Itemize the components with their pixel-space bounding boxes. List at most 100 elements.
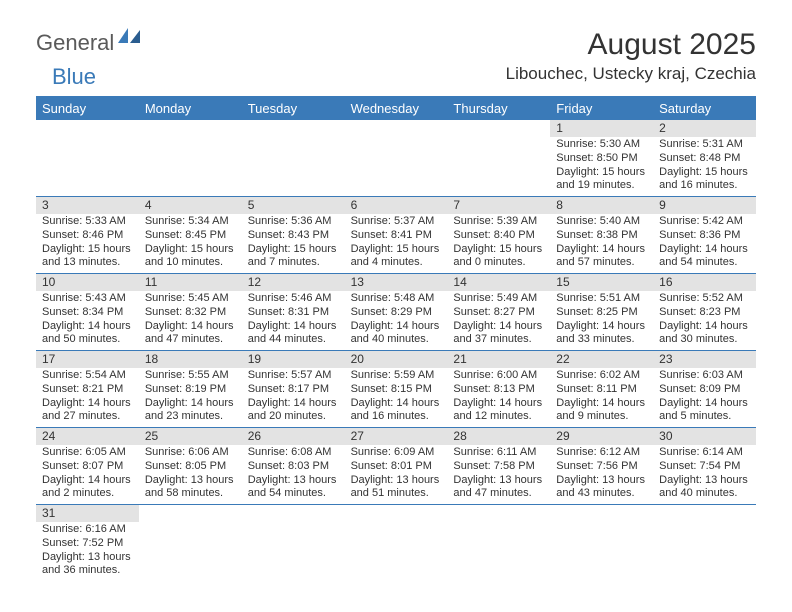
- month-title: August 2025: [506, 28, 756, 62]
- day-sunset: Sunset: 8:46 PM: [42, 229, 133, 243]
- week-row: 17Sunrise: 5:54 AMSunset: 8:21 PMDayligh…: [36, 351, 756, 428]
- day-daylight1: Daylight: 15 hours: [453, 243, 544, 257]
- day-daylight1: Daylight: 14 hours: [659, 320, 750, 334]
- day-number: 3: [36, 197, 139, 214]
- day-cell-4: 4Sunrise: 5:34 AMSunset: 8:45 PMDaylight…: [139, 197, 242, 273]
- day-daylight1: Daylight: 13 hours: [248, 474, 339, 488]
- day-sunrise: Sunrise: 5:59 AM: [351, 369, 442, 383]
- day-info: Sunrise: 6:02 AMSunset: 8:11 PMDaylight:…: [550, 368, 653, 427]
- day-sunrise: Sunrise: 5:34 AM: [145, 215, 236, 229]
- day-daylight2: and 30 minutes.: [659, 333, 750, 347]
- day-info: Sunrise: 5:48 AMSunset: 8:29 PMDaylight:…: [345, 291, 448, 350]
- day-sunset: Sunset: 8:09 PM: [659, 383, 750, 397]
- logo-blue-text: Blue: [52, 64, 96, 90]
- day-sunset: Sunset: 7:58 PM: [453, 460, 544, 474]
- weekday-friday: Friday: [550, 98, 653, 120]
- day-info: Sunrise: 5:46 AMSunset: 8:31 PMDaylight:…: [242, 291, 345, 350]
- day-number: 18: [139, 351, 242, 368]
- day-daylight1: Daylight: 14 hours: [351, 320, 442, 334]
- day-info: Sunrise: 5:52 AMSunset: 8:23 PMDaylight:…: [653, 291, 756, 350]
- day-sunset: Sunset: 8:38 PM: [556, 229, 647, 243]
- day-cell-18: 18Sunrise: 5:55 AMSunset: 8:19 PMDayligh…: [139, 351, 242, 427]
- day-daylight2: and 23 minutes.: [145, 410, 236, 424]
- day-daylight1: Daylight: 13 hours: [453, 474, 544, 488]
- day-daylight1: Daylight: 15 hours: [556, 166, 647, 180]
- day-sunrise: Sunrise: 5:39 AM: [453, 215, 544, 229]
- day-cell-25: 25Sunrise: 6:06 AMSunset: 8:05 PMDayligh…: [139, 428, 242, 504]
- day-cell-27: 27Sunrise: 6:09 AMSunset: 8:01 PMDayligh…: [345, 428, 448, 504]
- day-daylight2: and 36 minutes.: [42, 564, 133, 578]
- weekday-wednesday: Wednesday: [345, 98, 448, 120]
- day-cell-22: 22Sunrise: 6:02 AMSunset: 8:11 PMDayligh…: [550, 351, 653, 427]
- day-sunset: Sunset: 8:21 PM: [42, 383, 133, 397]
- day-cell-7: 7Sunrise: 5:39 AMSunset: 8:40 PMDaylight…: [447, 197, 550, 273]
- day-info: Sunrise: 5:36 AMSunset: 8:43 PMDaylight:…: [242, 214, 345, 273]
- day-number: 14: [447, 274, 550, 291]
- day-number: 5: [242, 197, 345, 214]
- day-sunrise: Sunrise: 6:03 AM: [659, 369, 750, 383]
- day-sunrise: Sunrise: 6:05 AM: [42, 446, 133, 460]
- day-sunrise: Sunrise: 6:09 AM: [351, 446, 442, 460]
- day-daylight2: and 0 minutes.: [453, 256, 544, 270]
- day-daylight1: Daylight: 13 hours: [145, 474, 236, 488]
- day-cell-10: 10Sunrise: 5:43 AMSunset: 8:34 PMDayligh…: [36, 274, 139, 350]
- day-number: 19: [242, 351, 345, 368]
- day-info: Sunrise: 6:16 AMSunset: 7:52 PMDaylight:…: [36, 522, 139, 581]
- weeks-container: 1Sunrise: 5:30 AMSunset: 8:50 PMDaylight…: [36, 120, 756, 581]
- day-info: Sunrise: 6:11 AMSunset: 7:58 PMDaylight:…: [447, 445, 550, 504]
- day-sunrise: Sunrise: 5:30 AM: [556, 138, 647, 152]
- day-sunrise: Sunrise: 5:57 AM: [248, 369, 339, 383]
- day-daylight2: and 40 minutes.: [351, 333, 442, 347]
- day-number: 23: [653, 351, 756, 368]
- day-info: Sunrise: 6:03 AMSunset: 8:09 PMDaylight:…: [653, 368, 756, 427]
- day-number: 12: [242, 274, 345, 291]
- day-daylight2: and 58 minutes.: [145, 487, 236, 501]
- day-daylight2: and 51 minutes.: [351, 487, 442, 501]
- day-number: 2: [653, 120, 756, 137]
- day-number: 6: [345, 197, 448, 214]
- day-sunset: Sunset: 8:45 PM: [145, 229, 236, 243]
- day-daylight1: Daylight: 14 hours: [453, 320, 544, 334]
- weekday-sunday: Sunday: [36, 98, 139, 120]
- day-daylight1: Daylight: 14 hours: [42, 474, 133, 488]
- day-number: 11: [139, 274, 242, 291]
- day-sunrise: Sunrise: 5:48 AM: [351, 292, 442, 306]
- location-line: Libouchec, Ustecky kraj, Czechia: [506, 64, 756, 84]
- day-info: Sunrise: 5:33 AMSunset: 8:46 PMDaylight:…: [36, 214, 139, 273]
- empty-cell: [242, 505, 345, 581]
- weekday-thursday: Thursday: [447, 98, 550, 120]
- empty-cell: [345, 505, 448, 581]
- empty-cell: [550, 505, 653, 581]
- day-cell-19: 19Sunrise: 5:57 AMSunset: 8:17 PMDayligh…: [242, 351, 345, 427]
- day-number: 8: [550, 197, 653, 214]
- day-number: 16: [653, 274, 756, 291]
- empty-cell: [139, 120, 242, 196]
- day-cell-11: 11Sunrise: 5:45 AMSunset: 8:32 PMDayligh…: [139, 274, 242, 350]
- day-daylight1: Daylight: 14 hours: [453, 397, 544, 411]
- empty-cell: [36, 120, 139, 196]
- day-info: Sunrise: 5:40 AMSunset: 8:38 PMDaylight:…: [550, 214, 653, 273]
- day-cell-14: 14Sunrise: 5:49 AMSunset: 8:27 PMDayligh…: [447, 274, 550, 350]
- day-sunset: Sunset: 8:17 PM: [248, 383, 339, 397]
- day-info: Sunrise: 5:43 AMSunset: 8:34 PMDaylight:…: [36, 291, 139, 350]
- logo: General: [36, 28, 142, 57]
- day-cell-5: 5Sunrise: 5:36 AMSunset: 8:43 PMDaylight…: [242, 197, 345, 273]
- day-daylight2: and 43 minutes.: [556, 487, 647, 501]
- day-daylight2: and 47 minutes.: [453, 487, 544, 501]
- day-sunset: Sunset: 8:01 PM: [351, 460, 442, 474]
- day-daylight1: Daylight: 14 hours: [351, 397, 442, 411]
- day-info: Sunrise: 6:05 AMSunset: 8:07 PMDaylight:…: [36, 445, 139, 504]
- empty-cell: [447, 120, 550, 196]
- day-sunrise: Sunrise: 6:12 AM: [556, 446, 647, 460]
- day-info: Sunrise: 5:34 AMSunset: 8:45 PMDaylight:…: [139, 214, 242, 273]
- day-sunrise: Sunrise: 5:45 AM: [145, 292, 236, 306]
- day-daylight2: and 7 minutes.: [248, 256, 339, 270]
- day-info: Sunrise: 5:37 AMSunset: 8:41 PMDaylight:…: [345, 214, 448, 273]
- weekday-saturday: Saturday: [653, 98, 756, 120]
- day-sunrise: Sunrise: 5:40 AM: [556, 215, 647, 229]
- day-sunset: Sunset: 8:31 PM: [248, 306, 339, 320]
- day-daylight2: and 2 minutes.: [42, 487, 133, 501]
- day-info: Sunrise: 5:51 AMSunset: 8:25 PMDaylight:…: [550, 291, 653, 350]
- calendar-table: SundayMondayTuesdayWednesdayThursdayFrid…: [36, 96, 756, 581]
- day-daylight2: and 5 minutes.: [659, 410, 750, 424]
